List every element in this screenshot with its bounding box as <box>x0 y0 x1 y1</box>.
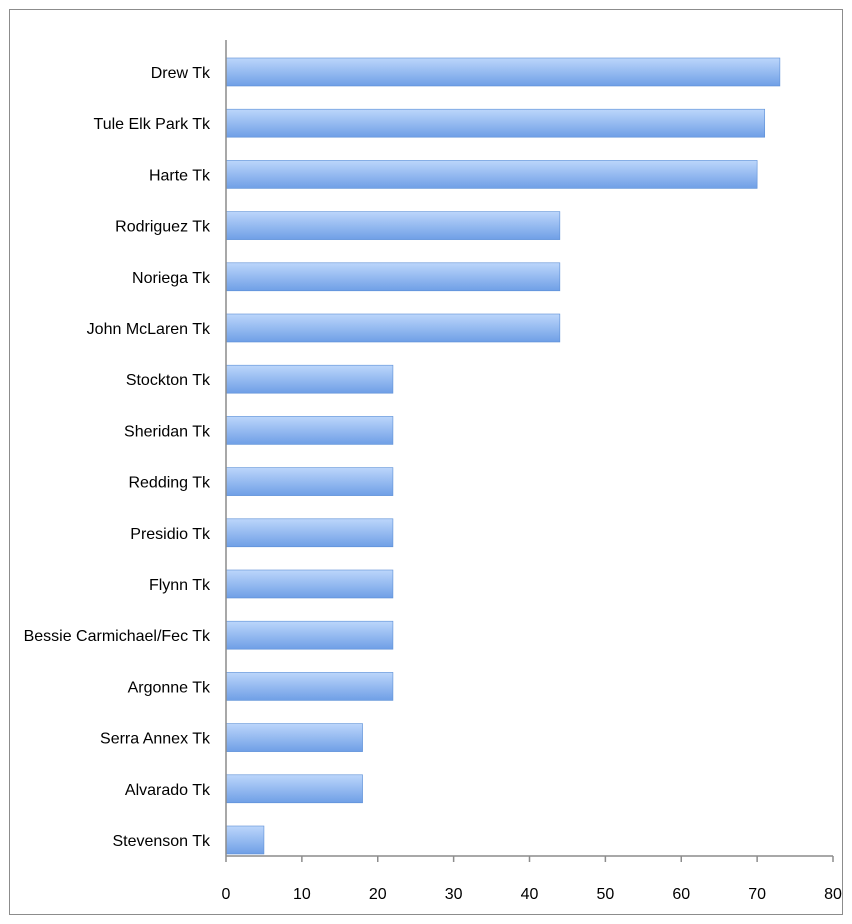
bar <box>225 57 781 87</box>
category-label: John McLaren Tk <box>87 321 211 338</box>
bar <box>225 313 561 343</box>
bar-chart: Drew Tk Tule Elk Park Tk Harte Tk Rodriguez… <box>24 40 842 903</box>
x-tick-label: 50 <box>596 886 614 903</box>
category-label: Presidio Tk <box>130 526 211 543</box>
category-label: Serra Annex Tk <box>100 731 211 748</box>
x-axis-ticks: 0 10 20 30 40 50 60 70 80 <box>222 856 842 903</box>
bar <box>225 160 758 189</box>
bar <box>225 211 561 240</box>
category-label: Drew Tk <box>151 65 211 82</box>
category-label: Flynn Tk <box>149 577 211 594</box>
category-label: Rodriguez Tk <box>115 219 211 236</box>
bar <box>225 262 561 292</box>
x-tick-label: 10 <box>293 886 311 903</box>
category-label: Redding Tk <box>128 475 211 492</box>
x-tick-label: 40 <box>521 886 539 903</box>
category-label: Alvarado Tk <box>125 782 211 799</box>
bar <box>225 569 394 599</box>
category-label: Bessie Carmichael/Fec Tk <box>24 628 211 645</box>
bar <box>225 467 394 496</box>
category-labels: Drew Tk Tule Elk Park Tk Harte Tk Rodriguez… <box>24 65 211 850</box>
bar <box>225 672 394 701</box>
category-label: Stevenson Tk <box>112 833 211 850</box>
bar <box>225 416 394 445</box>
category-label: Stockton Tk <box>126 372 211 389</box>
x-tick-label: 60 <box>672 886 690 903</box>
bar <box>225 108 766 138</box>
x-tick-label: 0 <box>222 886 231 903</box>
x-tick-label: 30 <box>445 886 463 903</box>
category-label: Tule Elk Park Tk <box>94 116 211 133</box>
bar <box>225 723 363 752</box>
bar <box>225 518 394 548</box>
category-label: Harte Tk <box>149 167 211 184</box>
category-label: Noriega Tk <box>132 270 211 287</box>
bar <box>225 825 265 855</box>
chart-frame: Drew Tk Tule Elk Park Tk Harte Tk Rodriguez… <box>9 9 843 915</box>
bar <box>225 364 394 394</box>
bar <box>225 774 363 804</box>
x-tick-label: 70 <box>748 886 766 903</box>
bars-layer <box>225 57 781 855</box>
category-label: Argonne Tk <box>128 679 211 696</box>
x-tick-label: 20 <box>369 886 387 903</box>
category-label: Sheridan Tk <box>124 423 211 440</box>
bar <box>225 620 394 650</box>
x-tick-label: 80 <box>824 886 842 903</box>
